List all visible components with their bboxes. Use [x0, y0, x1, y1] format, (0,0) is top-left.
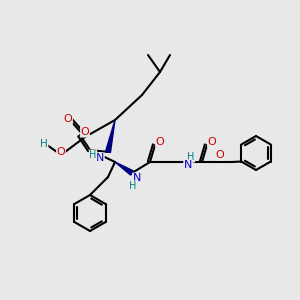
- Text: O: O: [216, 150, 224, 160]
- Text: N: N: [184, 160, 192, 170]
- Text: N: N: [96, 153, 104, 163]
- Polygon shape: [115, 162, 134, 175]
- Text: O: O: [64, 114, 72, 124]
- Text: H: H: [40, 139, 48, 149]
- Text: H: H: [187, 152, 195, 162]
- Text: H: H: [129, 181, 137, 191]
- Polygon shape: [106, 120, 115, 152]
- Text: N: N: [133, 173, 141, 183]
- Text: O: O: [81, 127, 89, 137]
- Text: O: O: [57, 147, 65, 157]
- Text: O: O: [156, 137, 164, 147]
- Text: H: H: [89, 150, 97, 160]
- Text: O: O: [208, 137, 216, 147]
